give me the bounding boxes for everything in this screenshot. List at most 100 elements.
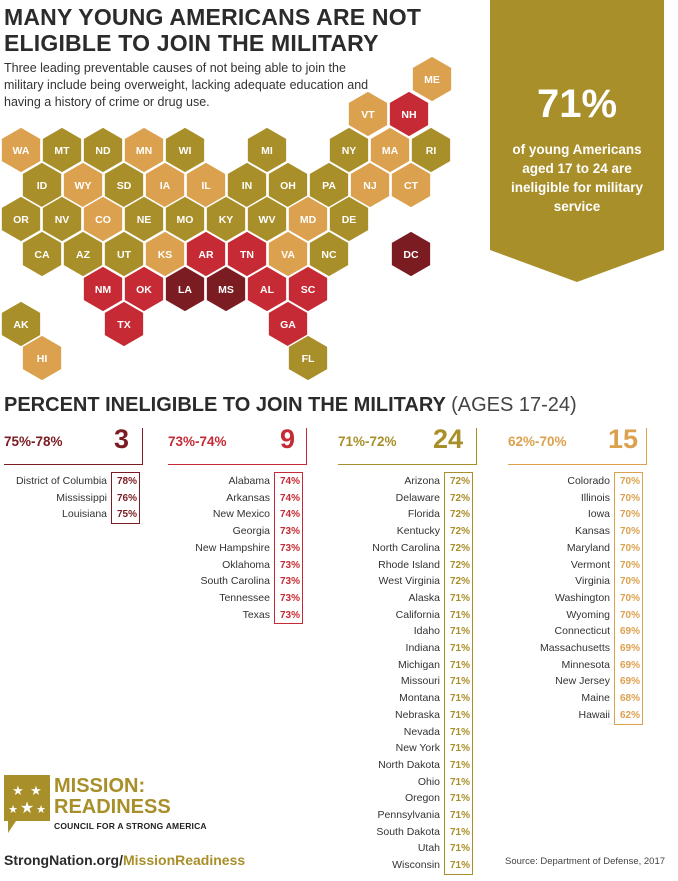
table-row: Maryland 70% bbox=[508, 540, 646, 557]
hex-label: NH bbox=[401, 109, 416, 121]
table-row: Pennsylvania 71% bbox=[338, 807, 476, 824]
badge-text: of young Americans aged 17 to 24 are ine… bbox=[510, 142, 644, 214]
hex-nh: NH bbox=[388, 90, 430, 138]
table-row: South Dakota 71% bbox=[338, 824, 476, 841]
table-row: Wyoming 70% bbox=[508, 607, 646, 624]
state-name: Hawaii bbox=[578, 708, 610, 721]
state-percent: 68% bbox=[619, 693, 640, 705]
state-percent: 71% bbox=[449, 626, 470, 638]
state-percent: 73% bbox=[279, 526, 300, 538]
website-link[interactable]: StrongNation.org/MissionReadiness bbox=[4, 852, 245, 868]
section-title-sub: (AGES 17-24) bbox=[451, 394, 577, 416]
state-percent: 78% bbox=[116, 476, 137, 487]
state-percent: 71% bbox=[449, 759, 470, 771]
table-row: Hawaii 62% bbox=[508, 707, 646, 724]
group-range: 62%-70% bbox=[508, 434, 567, 449]
group-count: 9 bbox=[280, 424, 296, 454]
state-name: Colorado bbox=[567, 475, 610, 487]
table-row: Nebraska 71% bbox=[338, 707, 476, 724]
hex-label: ND bbox=[95, 145, 111, 157]
state-percent: 71% bbox=[449, 592, 470, 604]
hex-shape bbox=[82, 265, 124, 313]
hex-shape bbox=[287, 334, 329, 382]
hex-label: NM bbox=[95, 284, 112, 296]
hex-shape bbox=[21, 334, 63, 382]
state-percent: 75% bbox=[116, 509, 137, 521]
hex-label: NJ bbox=[363, 180, 377, 192]
table-row: Oklahoma 73% bbox=[168, 557, 306, 574]
state-name: Virginia bbox=[575, 575, 610, 588]
table-row: Alaska 71% bbox=[338, 590, 476, 607]
state-name: Texas bbox=[242, 608, 270, 621]
hex-mn: MN bbox=[123, 126, 165, 174]
state-percent: 73% bbox=[279, 576, 300, 588]
table-row: Ohio 71% bbox=[338, 774, 476, 791]
state-percent: 71% bbox=[449, 643, 470, 654]
percent-box bbox=[614, 472, 643, 725]
state-percent: 70% bbox=[619, 509, 640, 521]
badge-shape bbox=[490, 0, 664, 282]
hex-shape bbox=[390, 230, 432, 278]
hex-label: MI bbox=[261, 145, 273, 157]
group-range: 75%-78% bbox=[4, 434, 63, 449]
section-title: PERCENT INELIGIBLE TO JOIN THE MILITARY … bbox=[4, 394, 577, 417]
state-name: North Carolina bbox=[372, 541, 440, 554]
state-percent: 69% bbox=[619, 676, 640, 688]
state-percent: 70% bbox=[619, 609, 640, 621]
state-name: Louisiana bbox=[62, 508, 107, 521]
hex-label: LA bbox=[178, 284, 192, 296]
state-percent: 72% bbox=[449, 476, 470, 487]
subtitle: Three leading preventable causes of not … bbox=[4, 61, 369, 109]
group-divider bbox=[476, 428, 477, 465]
state-percent: 70% bbox=[619, 542, 640, 554]
table-row: New Mexico 74% bbox=[168, 506, 306, 523]
hex-label: GA bbox=[280, 319, 296, 331]
table-row: Connecticut 69% bbox=[508, 623, 646, 640]
hex-label: IA bbox=[160, 180, 171, 192]
hex-label: MD bbox=[300, 214, 317, 226]
state-name: South Carolina bbox=[200, 575, 270, 588]
hex-me: ME bbox=[411, 55, 453, 103]
table-row: Kansas 70% bbox=[508, 523, 646, 540]
state-name: Pennsylvania bbox=[377, 809, 440, 821]
percent-box bbox=[444, 472, 473, 875]
logo-line-2: READINESS bbox=[54, 796, 171, 818]
state-percent: 71% bbox=[449, 826, 470, 838]
hex-dc: DC bbox=[390, 230, 432, 278]
state-name: Indiana bbox=[405, 642, 440, 654]
state-name: Mississippi bbox=[56, 491, 107, 504]
state-name: Kentucky bbox=[396, 525, 440, 538]
state-percent: 71% bbox=[449, 776, 470, 788]
state-percent: 72% bbox=[449, 559, 470, 571]
group-divider bbox=[306, 428, 307, 465]
state-percent: 69% bbox=[619, 643, 640, 654]
hex-shape bbox=[164, 265, 206, 313]
state-name: Florida bbox=[407, 508, 440, 521]
state-percent: 70% bbox=[619, 576, 640, 588]
stat-badge: 71% of young Americans aged 17 to 24 are… bbox=[490, 0, 664, 282]
hex-shape bbox=[388, 90, 430, 138]
state-name: Maine bbox=[581, 692, 610, 705]
state-percent: 74% bbox=[279, 492, 300, 504]
group-range: 71%-72% bbox=[338, 434, 397, 449]
group-range: 73%-74% bbox=[168, 434, 227, 449]
state-name: Oklahoma bbox=[222, 558, 270, 571]
state-name: Washington bbox=[554, 591, 610, 604]
hex-label: OK bbox=[136, 284, 152, 296]
table-row: Oregon 71% bbox=[338, 790, 476, 807]
hex-label: SC bbox=[301, 284, 316, 296]
table-row: New York 71% bbox=[338, 740, 476, 757]
table-row: Montana 71% bbox=[338, 690, 476, 707]
section-title-main: PERCENT INELIGIBLE TO JOIN THE MILITARY bbox=[4, 394, 446, 416]
table-row: Arkansas 74% bbox=[168, 490, 306, 507]
hex-label: TX bbox=[117, 319, 130, 331]
state-name: New Mexico bbox=[212, 508, 270, 521]
state-percent: 69% bbox=[619, 659, 640, 671]
state-name: Ohio bbox=[417, 775, 440, 788]
state-percent: 70% bbox=[619, 592, 640, 604]
table-row: Utah 71% bbox=[338, 840, 476, 857]
state-name: Rhode Island bbox=[378, 558, 440, 571]
state-name: West Virginia bbox=[378, 575, 440, 588]
group-underline bbox=[4, 464, 142, 465]
hex-label: ID bbox=[37, 180, 48, 192]
